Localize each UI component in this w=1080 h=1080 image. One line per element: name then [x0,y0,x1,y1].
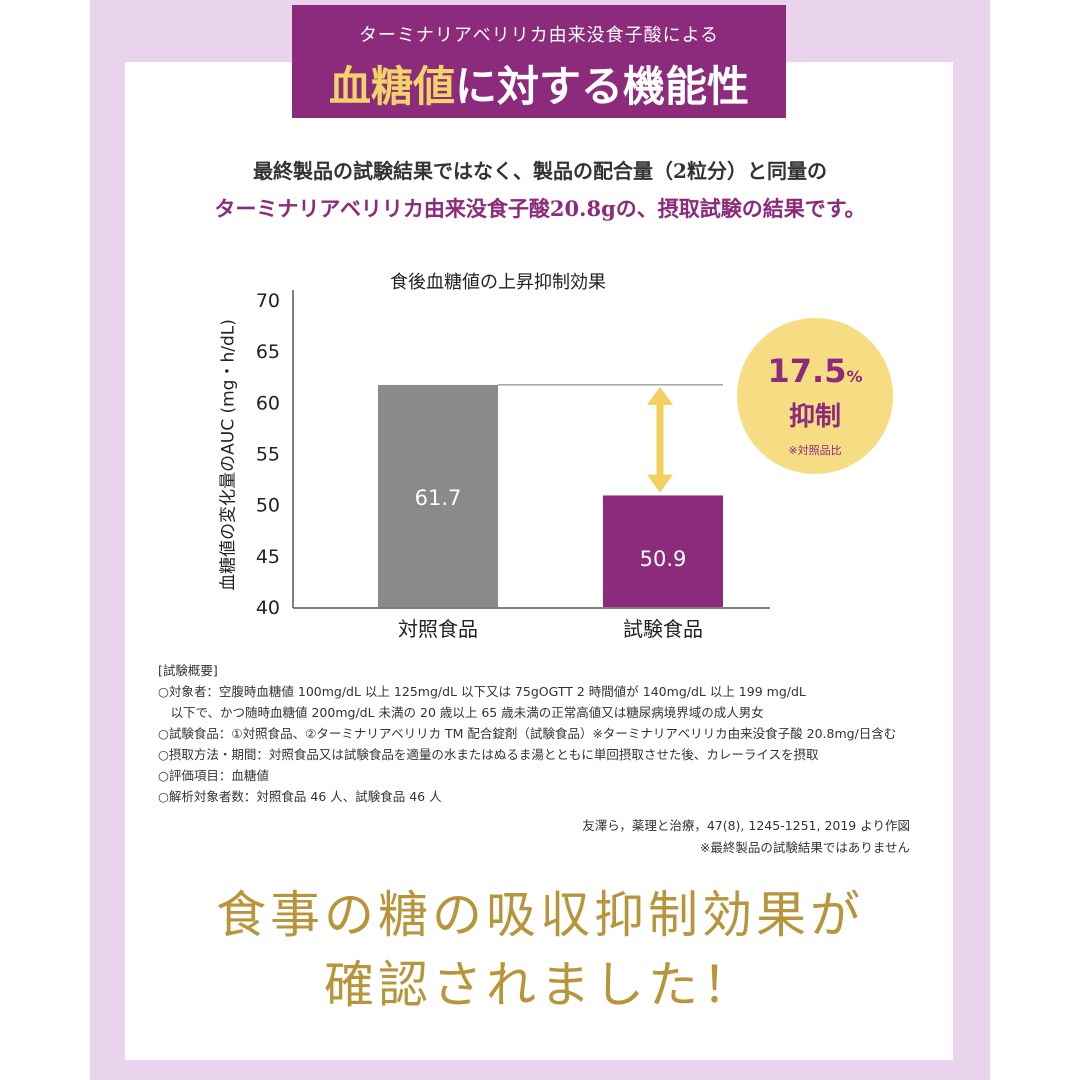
headline-line-2: 確認されました！ [324,956,756,1014]
citation-line-2: ※最終製品の試験結果ではありません [699,840,910,855]
citation: 友澤ら，薬理と治療，47(8), 1245-1251, 2019 より作図 ※最… [582,815,910,859]
notes-heading: [試験概要] [158,663,218,678]
y-tick-label: 55 [256,444,280,466]
badge-percent-unit: % [846,367,863,386]
banner-title-highlight: 血糖値 [328,62,455,111]
x-category-label: 試験食品 [623,617,703,641]
notes-line: ○評価項目：血糖値 [158,768,269,783]
bar [603,495,723,607]
study-notes: [試験概要] ○対象者：空腹時血糖値 100mg/dL 以上 125mg/dL … [158,660,896,807]
notes-line: ○試験食品：①対照食品、②ターミナリアベリリカ TM 配合錠剤（試験食品）※ター… [158,726,897,741]
bar-value-label: 61.7 [415,486,462,510]
badge-label: 抑制 [788,402,841,432]
bar [378,384,498,607]
citation-line-1: 友澤ら，薬理と治療，47(8), 1245-1251, 2019 より作図 [582,818,910,833]
y-tick-label: 50 [256,495,280,517]
notes-line: ○対象者：空腹時血糖値 100mg/dL 以上 125mg/dL 以下又は 75… [158,684,806,699]
difference-arrow [647,386,673,493]
y-tick-label: 65 [256,341,280,363]
badge-note: ※対照品比 [788,444,842,457]
y-tick-label: 45 [256,546,280,568]
banner-subtitle: ターミナリアベリリカ由来没食子酸による [358,25,720,46]
notes-line: ○解析対象者数：対照食品 46 人、試験食品 46 人 [158,789,442,804]
notes-line: 以下で、かつ随時血糖値 200mg/dL 未満の 20 歳以上 65 歳未満の正… [158,705,764,720]
bar-value-label: 50.9 [640,547,687,571]
chart-title: 食後血糖値の上昇抑制効果 [390,272,606,293]
y-tick-label: 70 [256,290,280,312]
banner-title-rest: に対する機能性 [455,62,750,111]
reduction-badge: 17.5% 抑制 ※対照品比 [737,318,893,474]
intro-line-2: ターミナリアベリリカ由来没食子酸20.8gの、摂取試験の結果です。 [214,196,866,221]
x-category-label: 対照食品 [398,617,478,641]
header-banner: ターミナリアベリリカ由来没食子酸による 血糖値に対する機能性 [292,5,786,118]
badge-percent-value: 17.5 [767,352,847,390]
y-tick-label: 60 [256,392,280,414]
badge-percent: 17.5% [737,352,893,390]
content-card [125,62,953,1060]
conclusion-headline: 食事の糖の吸収抑制効果が 確認されました！ [0,880,1080,1020]
intro-line-1: 最終製品の試験結果ではなく、製品の配合量（2粒分）と同量の [253,159,827,183]
y-tick-label: 40 [256,597,280,619]
banner-title: 血糖値に対する機能性 [292,53,786,114]
notes-line: ○摂取方法・期間：対照食品又は試験食品を適量の水またはぬるま湯とともに単回摂取さ… [158,747,819,762]
headline-line-1: 食事の糖の吸収抑制効果が [216,886,864,944]
